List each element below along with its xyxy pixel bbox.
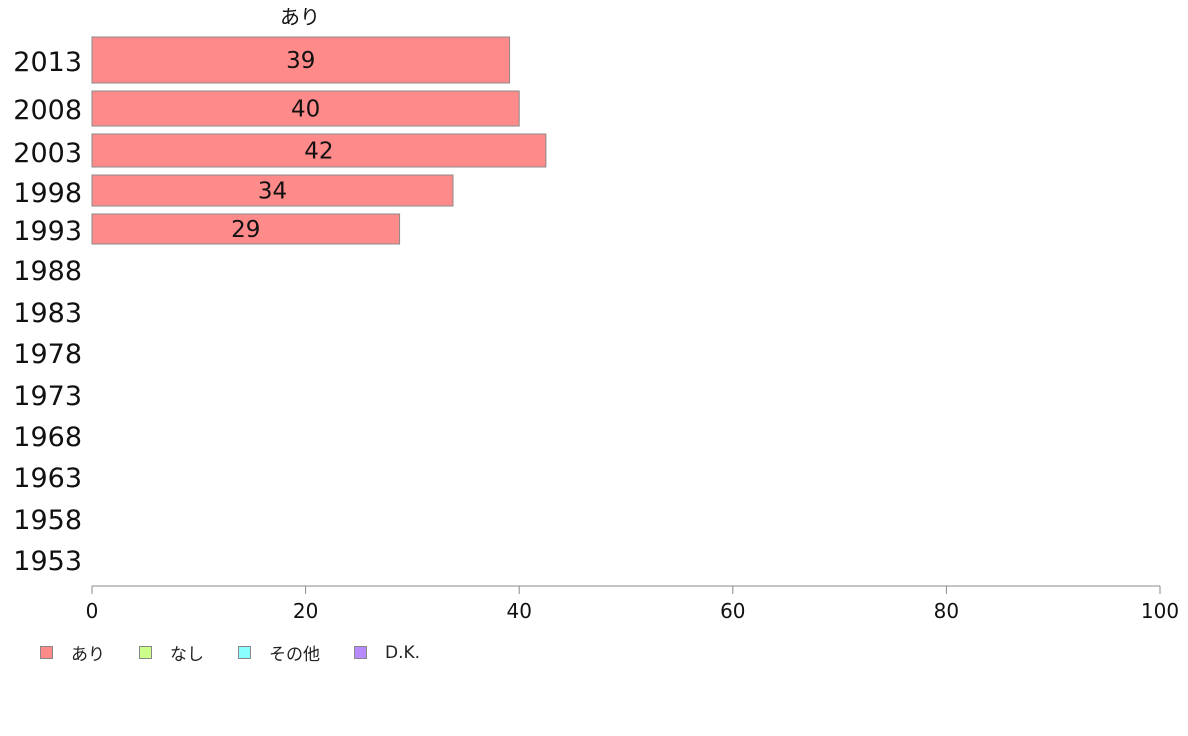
year-label-1998: 1998 bbox=[13, 178, 82, 209]
legend-label-dk: D.K. bbox=[385, 642, 421, 663]
bars-group: 39 40 42 34 29 bbox=[91, 36, 547, 245]
bar-2003 bbox=[91, 133, 547, 168]
legend: あり なし その他 D.K. bbox=[40, 640, 454, 665]
legend-item-sonota: その他 bbox=[238, 640, 354, 665]
x-tick-label-40: 40 bbox=[506, 599, 531, 623]
year-label-1968: 1968 bbox=[13, 422, 82, 453]
legend-swatch-ari bbox=[40, 646, 53, 659]
x-tick-label-80: 80 bbox=[934, 599, 959, 623]
legend-label-nashi: なし bbox=[170, 645, 204, 665]
year-label-1978: 1978 bbox=[13, 339, 82, 370]
bar-value-label-2008: 40 bbox=[291, 97, 320, 123]
x-tick-label-60: 60 bbox=[720, 599, 745, 623]
legend-label-ari: あり bbox=[71, 645, 105, 665]
year-label-2013: 2013 bbox=[13, 47, 82, 78]
year-label-2003: 2003 bbox=[13, 138, 82, 169]
x-axis-ticks: 0 20 40 60 80 100 bbox=[86, 586, 1179, 623]
bar-value-label-1993: 29 bbox=[231, 217, 260, 243]
legend-swatch-nashi bbox=[139, 646, 152, 659]
bar-1993 bbox=[91, 213, 401, 245]
series-column-header: あり bbox=[280, 5, 320, 29]
year-label-1953: 1953 bbox=[13, 546, 82, 577]
bar-1998 bbox=[91, 174, 454, 207]
year-label-1993: 1993 bbox=[13, 216, 82, 247]
legend-swatch-dk bbox=[354, 646, 367, 659]
year-label-2008: 2008 bbox=[13, 95, 82, 126]
x-tick-label-100: 100 bbox=[1141, 599, 1179, 623]
year-label-1983: 1983 bbox=[13, 298, 82, 329]
bar-value-label-2013: 39 bbox=[286, 48, 315, 74]
year-label-1958: 1958 bbox=[13, 505, 82, 536]
bar-2008 bbox=[91, 90, 520, 127]
legend-item-nashi: なし bbox=[139, 640, 238, 665]
legend-swatch-sonota bbox=[238, 646, 251, 659]
x-tick-label-20: 20 bbox=[293, 599, 318, 623]
bar-2013 bbox=[91, 36, 511, 84]
legend-item-dk: D.K. bbox=[354, 643, 454, 663]
bar-value-label-2003: 42 bbox=[304, 139, 333, 165]
year-label-1988: 1988 bbox=[13, 256, 82, 287]
x-tick-label-0: 0 bbox=[86, 599, 99, 623]
year-labels: 2013 2008 2003 1998 1993 1988 1983 1978 1973 1968… bbox=[13, 47, 82, 577]
year-label-1963: 1963 bbox=[13, 463, 82, 494]
legend-label-sonota: その他 bbox=[269, 645, 320, 665]
bar-value-label-1998: 34 bbox=[258, 179, 287, 205]
year-label-1973: 1973 bbox=[13, 381, 82, 412]
legend-item-ari: あり bbox=[40, 640, 139, 665]
